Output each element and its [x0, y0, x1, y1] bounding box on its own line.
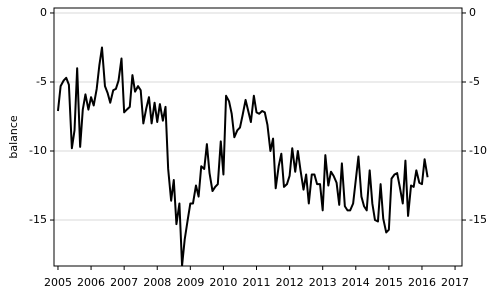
- x-tick-label: 2006: [77, 276, 105, 289]
- y-tick-label: -10: [29, 144, 47, 157]
- x-tick-label: 2016: [408, 276, 436, 289]
- x-tick-label: 2015: [375, 276, 403, 289]
- y-tick-label: 0: [40, 6, 47, 19]
- y2-tick-label: 0: [469, 6, 476, 19]
- x-tick-label: 2008: [143, 276, 171, 289]
- y-tick-label: -5: [36, 75, 47, 88]
- y2-tick-label: -5: [469, 75, 480, 88]
- x-tick-label: 2005: [44, 276, 72, 289]
- x-tick-label: 2007: [110, 276, 138, 289]
- x-tick-label: 2009: [176, 276, 204, 289]
- data-line: [56, 46, 429, 267]
- x-tick-label: 2017: [441, 276, 469, 289]
- plot-frame: [53, 7, 463, 267]
- y-axis-label: balance: [7, 115, 20, 159]
- y2-tick-label: -10: [469, 144, 487, 157]
- y2-tick-label: -15: [469, 213, 487, 226]
- y-tick-label: -15: [29, 213, 47, 226]
- x-tick-label: 2014: [342, 276, 370, 289]
- x-tick-label: 2010: [209, 276, 237, 289]
- x-tick-label: 2012: [276, 276, 304, 289]
- x-tick-label: 2013: [309, 276, 337, 289]
- x-tick-label: 2011: [243, 276, 271, 289]
